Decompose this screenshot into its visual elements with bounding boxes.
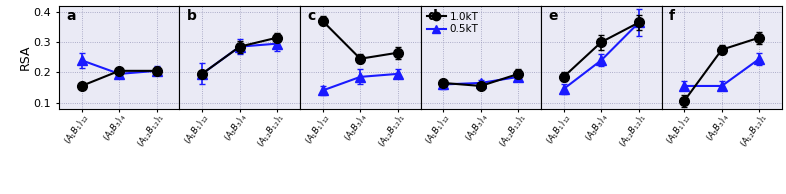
Text: d: d <box>428 9 438 23</box>
Text: a: a <box>66 9 75 23</box>
Text: b: b <box>187 9 196 23</box>
Text: e: e <box>549 9 558 23</box>
Y-axis label: RSA: RSA <box>19 44 32 70</box>
Text: f: f <box>669 9 675 23</box>
Text: c: c <box>307 9 315 23</box>
Legend: 1.0kT, 0.5kT: 1.0kT, 0.5kT <box>426 11 479 35</box>
